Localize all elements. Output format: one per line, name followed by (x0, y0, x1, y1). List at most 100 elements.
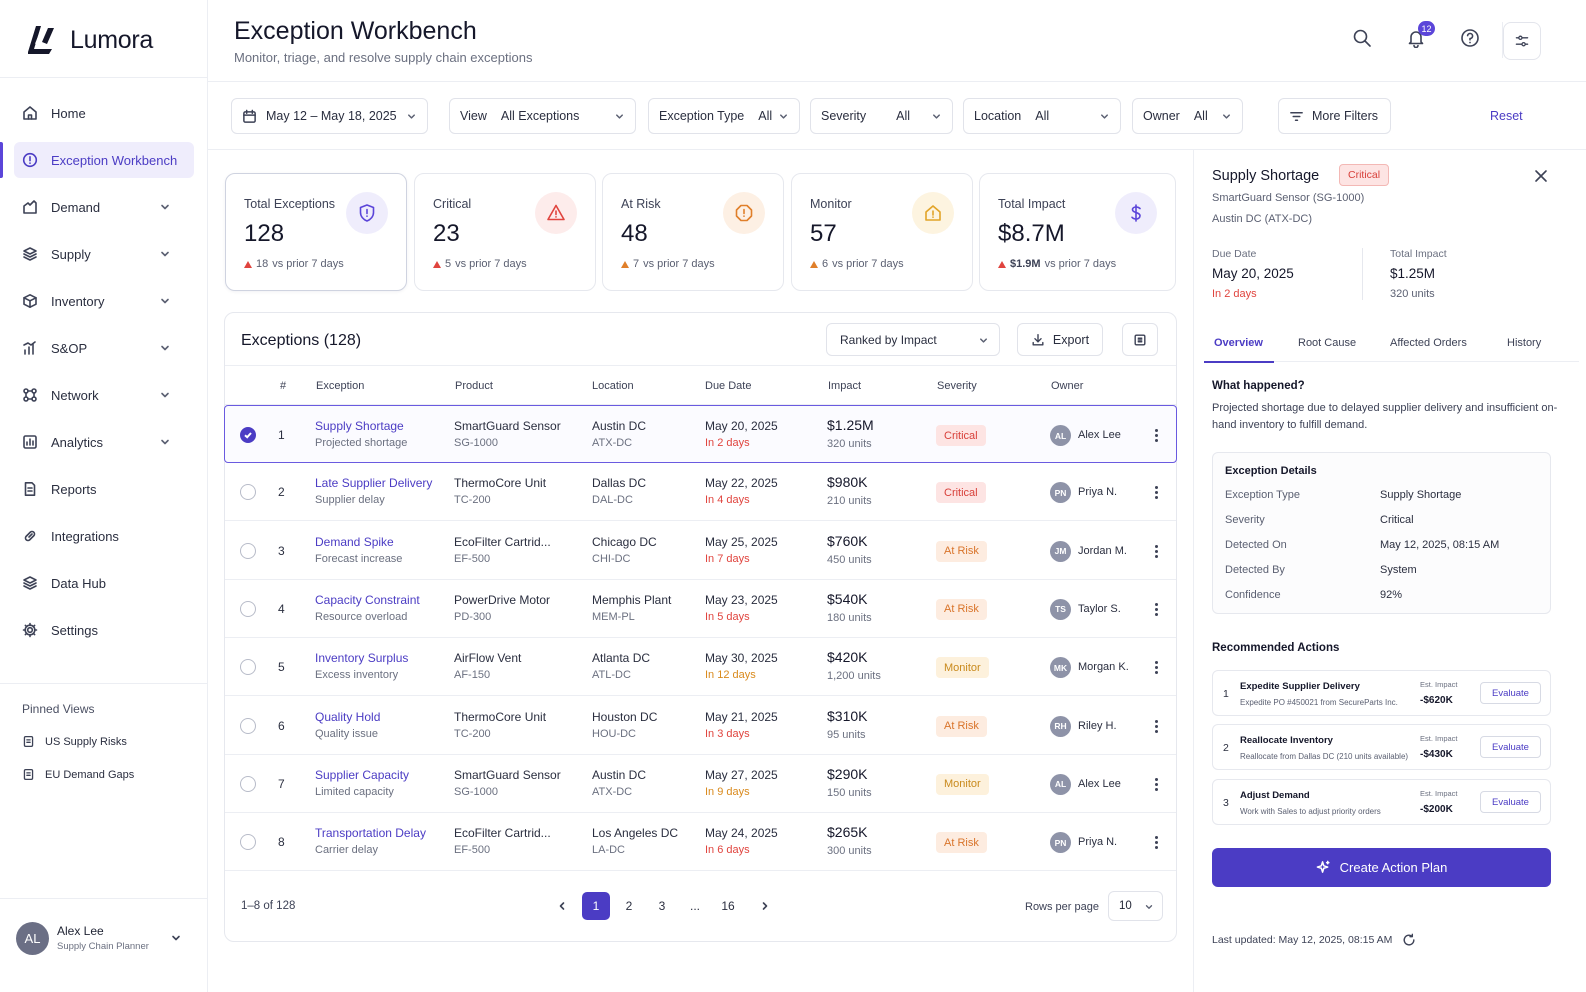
evaluate-button[interactable]: Evaluate (1480, 736, 1541, 758)
table-row[interactable]: 6 Quality Hold Quality issue ThermoCore Uni… (225, 697, 1176, 755)
refresh-icon[interactable] (1402, 933, 1416, 947)
pinned-view-eu-demand-gaps[interactable]: EU Demand Gaps (22, 768, 134, 781)
owner-filter[interactable]: Owner All (1132, 98, 1243, 134)
exception-link[interactable]: Supply Shortage (315, 419, 404, 433)
rank-by-select[interactable]: Ranked by Impact (826, 323, 1000, 356)
nav-item-inventory[interactable]: Inventory (14, 283, 194, 319)
table-row[interactable]: 7 Supplier Capacity Limited capacity SmartG… (225, 755, 1176, 813)
kpi-total-exceptions[interactable]: Total Exceptions 128 18 vs prior 7 days (225, 173, 407, 291)
app-logo[interactable]: Lumora (22, 22, 153, 58)
nav-item-reports[interactable]: Reports (14, 471, 194, 507)
row-select-radio[interactable] (240, 834, 256, 851)
column-header[interactable]: Impact (828, 380, 862, 392)
more-options-icon[interactable] (1149, 776, 1163, 792)
exception-link[interactable]: Capacity Constraint (315, 592, 420, 607)
more-options-icon[interactable] (1149, 601, 1163, 617)
row-number: 7 (278, 776, 285, 791)
tab-affected-orders[interactable]: Affected Orders (1390, 337, 1467, 349)
exception-link[interactable]: Inventory Surplus (315, 651, 409, 666)
search-button[interactable] (1352, 28, 1376, 52)
tab-history[interactable]: History (1507, 337, 1542, 349)
row-select-radio[interactable] (240, 775, 256, 792)
exception-link[interactable]: Demand Spike (315, 534, 394, 549)
evaluate-button[interactable]: Evaluate (1480, 682, 1541, 704)
exception-type-filter[interactable]: Exception Type All (648, 98, 800, 134)
rows-per-page-select[interactable]: 10 (1108, 891, 1163, 921)
row-select-radio[interactable] (240, 427, 256, 443)
kpi-value: 57 (810, 220, 837, 247)
row-select-radio[interactable] (240, 484, 256, 501)
kpi-monitor[interactable]: Monitor 57 6 vs prior 7 days (791, 173, 973, 291)
nav-item-network[interactable]: Network (14, 377, 194, 413)
date-range-picker[interactable]: May 12 – May 18, 2025 (231, 98, 428, 134)
more-options-icon[interactable] (1149, 543, 1163, 559)
table-row[interactable]: 4 Capacity Constraint Resource overload Pow… (225, 580, 1176, 638)
reset-filters-link[interactable]: Reset (1490, 109, 1523, 123)
nav-item-exception-workbench[interactable]: Exception Workbench (0, 142, 194, 178)
column-settings-button[interactable] (1122, 323, 1158, 356)
column-header[interactable]: Exception (316, 380, 365, 392)
exception-link[interactable]: Late Supplier Delivery (315, 476, 433, 491)
tab-overview[interactable]: Overview (1214, 337, 1263, 349)
kpi-delta: 18 vs prior 7 days (244, 258, 344, 270)
prev-page-button[interactable] (548, 892, 576, 920)
evaluate-button[interactable]: Evaluate (1480, 791, 1541, 813)
page-2-button[interactable]: 2 (625, 899, 633, 913)
page-1-button[interactable]: 1 (582, 892, 610, 920)
export-button[interactable]: Export (1017, 323, 1103, 356)
next-page-button[interactable] (751, 892, 779, 920)
owner-name: Alex Lee (1078, 777, 1121, 790)
nav-item-integrations[interactable]: Integrations (14, 518, 194, 554)
column-header[interactable]: Due Date (705, 380, 752, 392)
kpi-at-risk[interactable]: At Risk 48 7 vs prior 7 days (602, 173, 784, 291)
page-16-button[interactable]: 16 (721, 899, 735, 913)
pinned-view-us-supply-risks[interactable]: US Supply Risks (22, 735, 127, 748)
table-row[interactable]: 2 Late Supplier Delivery Supplier delay The… (225, 463, 1176, 522)
notifications-button[interactable]: 12 (1406, 21, 1435, 52)
nav-item-sop[interactable]: S&OP (14, 330, 194, 366)
preferences-button[interactable] (1503, 22, 1541, 60)
table-row[interactable]: 3 Demand Spike Forecast increase EcoFilter … (225, 522, 1176, 580)
more-options-icon[interactable] (1149, 834, 1163, 850)
help-button[interactable] (1460, 28, 1484, 52)
nav-item-supply[interactable]: Supply (14, 236, 194, 272)
more-options-icon[interactable] (1149, 427, 1163, 443)
column-header[interactable]: Owner (1051, 380, 1084, 392)
page-3-button[interactable]: 3 (658, 899, 666, 913)
severity-badge: At Risk (936, 832, 987, 854)
row-select-radio[interactable] (240, 717, 256, 734)
table-row[interactable]: 5 Inventory Surplus Excess inventory AirFlo… (225, 638, 1176, 697)
kpi-critical[interactable]: Critical 23 5 vs prior 7 days (414, 173, 596, 291)
nav-item-data-hub[interactable]: Data Hub (14, 565, 194, 601)
create-action-plan-button[interactable]: Create Action Plan (1212, 848, 1551, 887)
nav-item-demand[interactable]: Demand (14, 189, 194, 225)
view-filter[interactable]: View All Exceptions (449, 98, 636, 134)
more-options-icon[interactable] (1149, 484, 1163, 500)
exception-link[interactable]: Supplier Capacity (315, 767, 410, 782)
search-icon (1353, 29, 1371, 47)
more-options-icon[interactable] (1149, 659, 1163, 675)
table-row[interactable]: 1 Supply Shortage Projected shortage SmartG… (224, 405, 1177, 463)
table-row[interactable]: 8 Transportation Delay Carrier delay EcoFil… (225, 813, 1176, 872)
row-select-radio[interactable] (240, 600, 256, 617)
user-menu[interactable]: AL Alex Lee Supply Chain Planner (16, 920, 192, 956)
more-filters-button[interactable]: More Filters (1278, 98, 1391, 134)
column-header[interactable]: Severity (937, 380, 977, 392)
more-options-icon[interactable] (1149, 718, 1163, 734)
tab-root-cause[interactable]: Root Cause (1298, 337, 1357, 349)
impact-value: $980K (827, 474, 868, 491)
exception-link[interactable]: Quality Hold (315, 709, 381, 724)
column-header[interactable]: Location (592, 380, 634, 392)
severity-filter[interactable]: Severity All (810, 98, 953, 134)
nav-item-settings[interactable]: Settings (14, 612, 194, 648)
column-header[interactable]: Product (455, 380, 493, 392)
nav-item-analytics[interactable]: Analytics (14, 424, 194, 460)
row-select-radio[interactable] (240, 542, 256, 559)
exception-link[interactable]: Transportation Delay (315, 826, 426, 841)
nav-item-home[interactable]: Home (14, 95, 194, 131)
kpi-total-impact[interactable]: Total Impact $8.7M $1.9M vs prior 7 days (979, 173, 1176, 291)
location-filter[interactable]: Location All (963, 98, 1121, 134)
close-icon[interactable] (1534, 169, 1548, 183)
product-name: ThermoCore Unit (454, 476, 547, 491)
row-select-radio[interactable] (240, 659, 256, 676)
